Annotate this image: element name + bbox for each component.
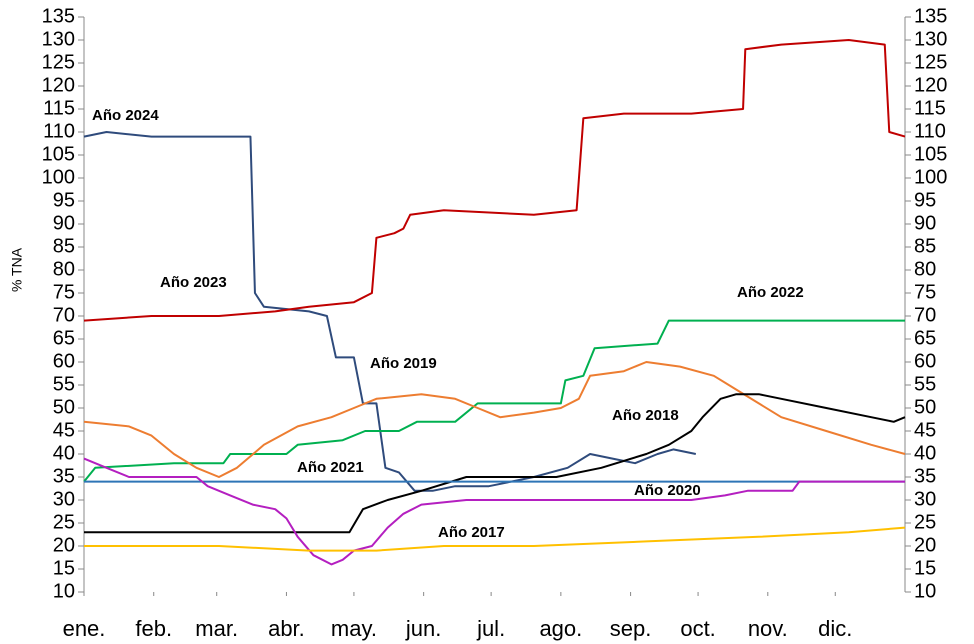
y2-tick-label: 60 <box>914 350 936 372</box>
y2-tick-label: 15 <box>914 557 936 579</box>
series-label: Año 2022 <box>737 284 804 301</box>
series-line <box>83 131 697 492</box>
series-label: Año 2019 <box>370 355 437 372</box>
x-tick-label: nov. <box>748 616 788 641</box>
y2-tick-label: 90 <box>914 212 936 234</box>
x-tick-label: jun. <box>405 616 441 641</box>
series-line <box>84 393 906 534</box>
x-tick-label: jul. <box>476 616 505 641</box>
x-tick-label: mar. <box>195 616 238 641</box>
y2-tick-label: 125 <box>914 51 947 73</box>
series-line <box>83 319 905 483</box>
y-tick-label: 115 <box>43 97 75 119</box>
y-tick-label: 130 <box>42 28 75 50</box>
series-label: Año 2017 <box>438 524 505 541</box>
y2-tick-label: 25 <box>914 511 936 533</box>
y-tick-label: 85 <box>53 235 75 257</box>
y-tick-label: 40 <box>53 442 75 464</box>
y-tick-label: 55 <box>53 373 75 395</box>
y-tick-label: 25 <box>53 511 75 533</box>
y2-tick-label: 75 <box>914 281 936 303</box>
y-tick-label: 15 <box>53 557 75 579</box>
y-tick-label: 65 <box>53 327 75 349</box>
x-tick-label: feb. <box>135 616 172 641</box>
y-tick-label: 10 <box>53 580 75 602</box>
y2-tick-label: 105 <box>914 143 947 165</box>
y2-tick-label: 30 <box>914 488 936 510</box>
y2-tick-label: 85 <box>914 235 936 257</box>
y2-tick-label: 20 <box>914 534 936 556</box>
y-tick-label: 45 <box>53 419 75 441</box>
x-tick-label: sep. <box>610 616 652 641</box>
y2-tick-label: 120 <box>914 74 947 96</box>
y2-tick-label: 35 <box>914 465 936 487</box>
y-tick-label: 125 <box>42 51 75 73</box>
y2-tick-label: 50 <box>914 396 936 418</box>
x-tick-label: may. <box>331 616 377 641</box>
y2-tick-label: 100 <box>914 166 947 188</box>
y-tick-label: 20 <box>53 534 75 556</box>
series-label: Año 2018 <box>612 407 679 424</box>
y2-tick-label: 135 <box>914 5 947 27</box>
x-tick-label: oct. <box>680 616 715 641</box>
y-tick-label: 80 <box>53 258 75 280</box>
series-line <box>84 526 906 552</box>
y-tick-label: 70 <box>53 304 75 326</box>
series-label: Año 2021 <box>297 459 364 476</box>
series-line <box>83 361 906 478</box>
y2-tick-label: 95 <box>914 189 936 211</box>
y-tick-label: 60 <box>53 350 75 372</box>
y-tick-label: 35 <box>53 465 75 487</box>
y2-tick-label: 115 <box>914 97 946 119</box>
y2-tick-label: 55 <box>914 373 936 395</box>
y-tick-label: 95 <box>53 189 75 211</box>
y-tick-label: 100 <box>42 166 75 188</box>
x-tick-label: dic. <box>818 616 852 641</box>
series-label: Año 2024 <box>92 107 159 124</box>
y2-tick-label: 70 <box>914 304 936 326</box>
y-axis-label: % TNA <box>9 247 25 292</box>
y2-tick-label: 40 <box>914 442 936 464</box>
x-tick-label: ene. <box>63 616 106 641</box>
series-label: Año 2020 <box>634 482 701 499</box>
y-tick-label: 90 <box>53 212 75 234</box>
series-line <box>83 39 906 322</box>
y-tick-label: 110 <box>43 120 75 142</box>
y2-tick-label: 45 <box>914 419 936 441</box>
y2-tick-label: 130 <box>914 28 947 50</box>
y2-tick-label: 10 <box>914 580 936 602</box>
x-tick-label: abr. <box>268 616 305 641</box>
y2-tick-label: 80 <box>914 258 936 280</box>
series-label: Año 2023 <box>160 274 227 291</box>
y-tick-label: 135 <box>42 5 75 27</box>
y-tick-label: 105 <box>42 143 75 165</box>
series-line <box>83 457 905 566</box>
x-tick-label: ago. <box>539 616 582 641</box>
y-tick-label: 75 <box>53 281 75 303</box>
y2-tick-label: 65 <box>914 327 936 349</box>
y-tick-label: 120 <box>42 74 75 96</box>
y2-tick-label: 110 <box>914 120 946 142</box>
y-tick-label: 50 <box>53 396 75 418</box>
y-tick-label: 30 <box>53 488 75 510</box>
